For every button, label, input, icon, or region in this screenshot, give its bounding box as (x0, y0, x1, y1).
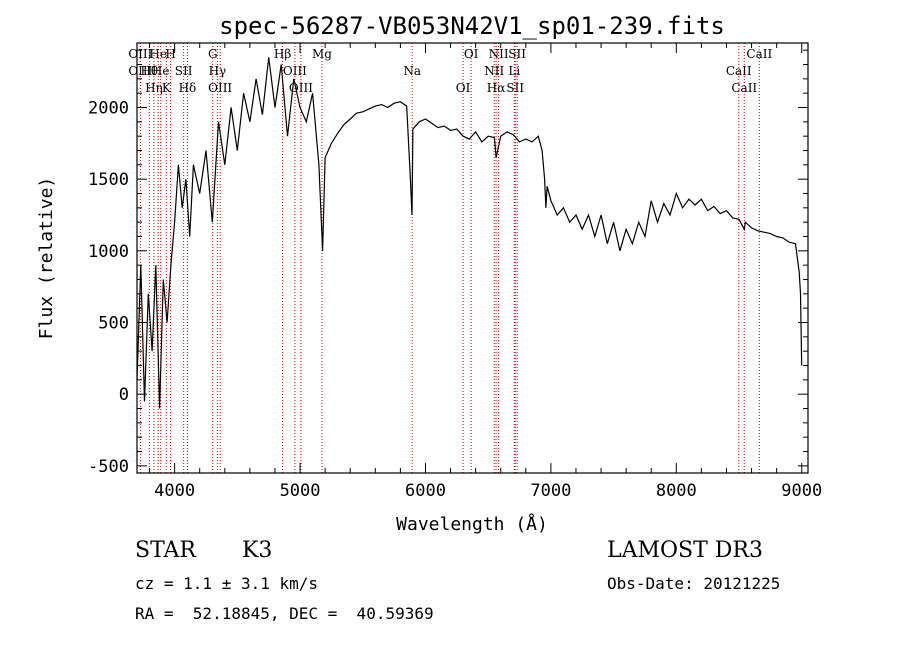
obs-date-text: Obs-Date: 20121225 (607, 574, 781, 593)
line-label: Na (403, 64, 421, 78)
spectral-line-markers (139, 43, 760, 473)
line-label: OI (456, 81, 471, 95)
line-label: Mg (312, 47, 332, 61)
x-tick-label: 4000 (154, 481, 195, 501)
survey-name: LAMOST DR3 (607, 538, 763, 563)
x-axis-ticks: 4000 5000 6000 7000 8000 9000 (149, 43, 822, 501)
line-label: He (152, 64, 170, 78)
line-label: CaII (746, 47, 772, 61)
radec-text: RA = 52.18845, DEC = 40.59369 (135, 604, 434, 623)
y-axis-ticks: -500 0 500 1000 1500 2000 (88, 49, 808, 477)
x-axis-label: Wavelength (Å) (396, 513, 548, 535)
line-label: Hθ (140, 64, 158, 78)
y-tick-label: 500 (98, 314, 129, 334)
y-tick-label: 2000 (88, 99, 129, 119)
line-label: SII (175, 64, 193, 78)
x-tick-label: 7000 (530, 481, 571, 501)
y-tick-label: 1000 (88, 242, 129, 262)
y-tick-label: -500 (88, 457, 129, 477)
object-class: STAR (135, 538, 196, 563)
line-label: Hβ (274, 47, 291, 61)
line-label: Hη (145, 81, 163, 95)
object-subclass: K3 (242, 538, 273, 563)
line-label: CaII (731, 81, 757, 95)
y-axis-label: Flux (relative) (36, 177, 57, 340)
line-label: G (208, 47, 218, 61)
x-tick-label: 8000 (656, 481, 697, 501)
line-label: OIII (128, 47, 152, 61)
line-label: OI (464, 47, 479, 61)
line-label: SII (506, 81, 524, 95)
y-tick-label: 1500 (88, 170, 129, 190)
redshift-text: cz = 1.1 ± 3.1 km/s (135, 574, 319, 593)
x-tick-label: 5000 (280, 481, 321, 501)
line-label: Hα (487, 81, 506, 95)
spectrum-line (136, 57, 803, 409)
line-label: OIII (128, 64, 152, 78)
line-label: OIII (208, 81, 232, 95)
plot-frame (136, 42, 809, 474)
line-label: OIII (283, 64, 307, 78)
y-tick-label: 0 (119, 385, 129, 405)
line-label: H (165, 47, 175, 61)
x-tick-label: 9000 (781, 481, 822, 501)
x-tick-label: 6000 (405, 481, 446, 501)
chart-title: spec-56287-VB053N42V1_sp01-239.fits (219, 12, 725, 40)
spectral-line-labels: OIIIOIIIHθHηHeHeKHSIIHδGHγOIIIHβOIIIOIII… (128, 47, 772, 95)
line-label: CaII (726, 64, 752, 78)
line-label: Li (508, 64, 520, 78)
line-label: Hγ (209, 64, 227, 78)
line-label: NII (489, 47, 509, 61)
line-label: SII (508, 47, 526, 61)
line-label: Hδ (179, 81, 197, 95)
line-label: K (162, 81, 172, 95)
line-label: He (149, 47, 167, 61)
line-label: NII (484, 64, 504, 78)
